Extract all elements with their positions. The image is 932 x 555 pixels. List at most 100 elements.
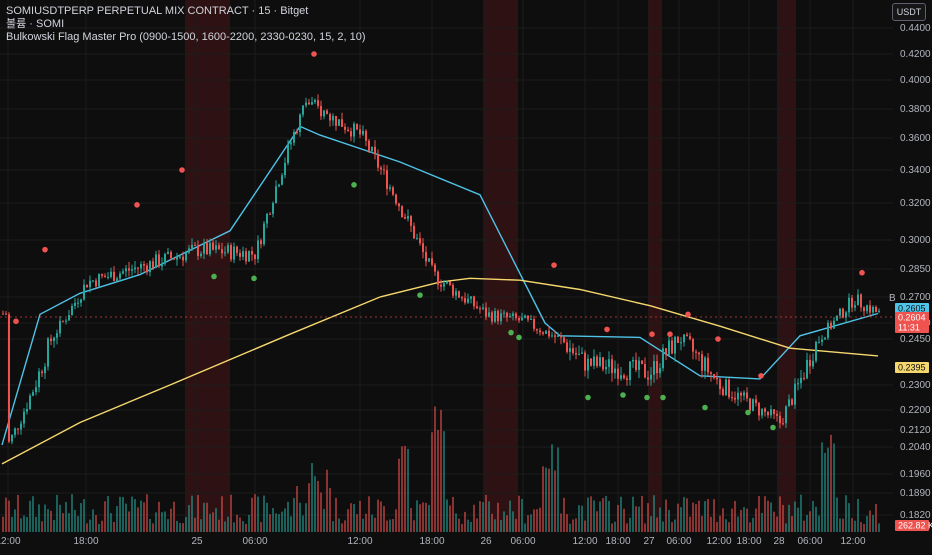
volume-bar	[209, 513, 211, 532]
volume-bar	[386, 520, 388, 532]
candle	[821, 339, 823, 342]
candle	[464, 298, 466, 303]
candle	[638, 360, 640, 370]
candle	[32, 392, 34, 396]
candle	[680, 342, 682, 344]
candle	[515, 313, 517, 319]
candle	[338, 119, 340, 126]
indicator-label[interactable]: Bulkowski Flag Master Pro (0900-1500, 16…	[6, 31, 366, 43]
candle	[506, 312, 508, 318]
volume-bar	[548, 468, 550, 532]
volume-bar	[338, 518, 340, 532]
volume-bar	[347, 509, 349, 532]
candle	[41, 371, 43, 374]
volume-bar	[128, 511, 130, 532]
candle	[800, 377, 802, 384]
candle	[191, 244, 193, 249]
volume-bar	[863, 523, 865, 532]
price-axis-label: 0.3600	[900, 133, 931, 144]
signal-dot-bearish	[13, 318, 19, 325]
candle	[128, 268, 130, 271]
time-axis-label: 12:00	[840, 536, 865, 547]
volume-bar	[524, 523, 526, 532]
candle	[476, 306, 478, 309]
volume-bar	[773, 511, 775, 532]
symbol-title[interactable]: SOMIUSDTPERP PERPETUAL MIX CONTRACT · 15…	[6, 5, 309, 17]
candle	[590, 358, 592, 366]
candle	[620, 375, 622, 379]
volume-bar	[818, 515, 820, 532]
volume-bar	[470, 521, 472, 532]
volume-bar	[482, 502, 484, 532]
candle	[374, 146, 376, 155]
volume-bar	[437, 429, 439, 532]
candle	[329, 114, 331, 121]
volume-bar	[764, 496, 766, 532]
volume-bar	[776, 516, 778, 532]
candle	[554, 335, 556, 337]
candle	[596, 356, 598, 367]
candle	[776, 413, 778, 416]
volume-bar	[641, 495, 643, 532]
volume-bar	[137, 507, 139, 532]
candle	[530, 319, 532, 321]
volume-bar	[92, 509, 94, 532]
volume-bar	[44, 504, 46, 532]
candle	[122, 271, 124, 274]
edge-label: B	[889, 293, 896, 304]
candle	[701, 354, 703, 371]
volume-bar	[191, 495, 193, 532]
volume-bar	[680, 507, 682, 532]
candle	[380, 167, 382, 170]
candle	[287, 144, 289, 163]
volume-bar	[356, 514, 358, 532]
candle	[695, 351, 697, 353]
volume-bar	[170, 508, 172, 532]
volume-bar	[377, 499, 379, 532]
candle	[545, 330, 547, 334]
volume-bar	[812, 500, 814, 532]
volume-bar	[845, 495, 847, 532]
candle	[359, 129, 361, 135]
volume-bar	[794, 501, 796, 532]
volume-bar	[512, 511, 514, 532]
volume-bar	[245, 523, 247, 532]
candle	[779, 415, 781, 424]
price-axis-label: 0.3000	[900, 235, 931, 246]
candle	[521, 317, 523, 321]
candle	[146, 265, 148, 273]
candle	[188, 248, 190, 253]
candle	[314, 100, 316, 103]
volume-bar	[350, 503, 352, 532]
volume-bar	[131, 496, 133, 532]
volume-bar	[158, 501, 160, 532]
volume-bar	[767, 500, 769, 532]
volume-bar	[635, 506, 637, 532]
candle	[305, 102, 307, 106]
candle	[533, 319, 535, 329]
candle	[395, 194, 397, 204]
volume-bar	[563, 497, 565, 532]
volume-bar	[449, 505, 451, 532]
candle	[53, 337, 55, 342]
volume-bar	[206, 502, 208, 532]
candle	[404, 217, 406, 219]
currency-unit-button[interactable]: USDT	[892, 3, 926, 21]
price-axis-label: 0.4000	[900, 75, 931, 86]
volume-bar	[458, 518, 460, 532]
volume-bar	[410, 508, 412, 532]
volume-indicator-label[interactable]: 볼륨 · SOMI	[6, 18, 65, 30]
volume-bar	[533, 509, 535, 532]
candle	[356, 123, 358, 130]
candle	[281, 175, 283, 185]
volume-bar	[602, 498, 604, 532]
volume-bar	[104, 501, 106, 532]
candle	[107, 276, 109, 278]
volume-bar	[509, 500, 511, 532]
price-axis-label: 0.2300	[900, 380, 931, 391]
volume-bar	[605, 495, 607, 532]
volume-bar	[656, 517, 658, 532]
volume-bar	[185, 517, 187, 532]
